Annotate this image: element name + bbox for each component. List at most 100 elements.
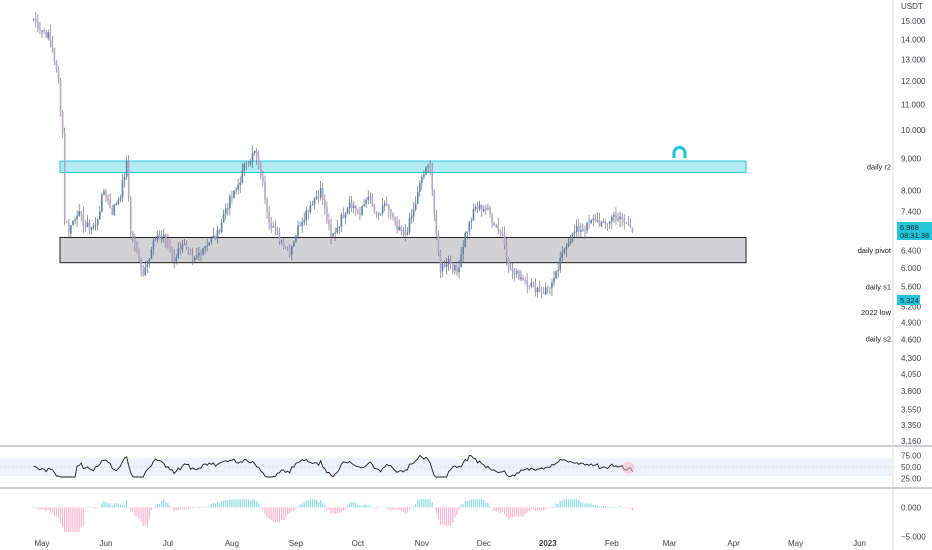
candle — [472, 203, 475, 222]
candle — [573, 224, 576, 237]
oscillator-bar — [121, 504, 124, 508]
oscillator-bar — [559, 500, 561, 508]
candle — [84, 220, 87, 232]
candle — [72, 220, 74, 226]
candle — [406, 227, 409, 236]
oscillator-bar — [549, 507, 551, 508]
candle — [489, 205, 491, 218]
oscillator-bar — [278, 507, 281, 523]
oscillator-bar — [594, 505, 596, 508]
oscillator-tick-label: 0.000 — [901, 503, 922, 512]
candle — [371, 193, 374, 208]
candle — [553, 271, 555, 287]
candle — [315, 191, 318, 200]
candle — [375, 211, 378, 219]
candle — [338, 226, 341, 235]
oscillator-bar — [35, 507, 37, 508]
candle — [229, 193, 231, 216]
price-pane[interactable] — [32, 11, 747, 299]
oscillator-bar — [421, 499, 423, 508]
candle — [416, 185, 419, 205]
oscillator-bar — [64, 507, 66, 532]
price-axis-ticks: 15.000 14.000 13.000 12.000 11.000 10.000 9.00… — [901, 17, 926, 446]
level-label: daily s1 — [866, 283, 891, 292]
oscillator-bar — [536, 507, 539, 511]
oscillator-bar — [293, 507, 295, 511]
candle — [198, 246, 200, 261]
oscillator-bar — [487, 502, 489, 508]
candle — [509, 261, 512, 271]
oscillator-bar — [204, 507, 206, 508]
candle — [542, 287, 545, 295]
oscillator-bar — [588, 503, 590, 508]
candle — [493, 221, 495, 227]
magnet-icon[interactable] — [672, 145, 687, 159]
candle — [534, 278, 537, 297]
oscillator-bar — [415, 504, 417, 508]
oscillator-pane[interactable] — [33, 499, 634, 532]
oscillator-bar — [497, 507, 499, 512]
oscillator-bar — [212, 502, 214, 508]
level-labels: daily r2 daily pivot daily s1 2022 low daily… — [858, 163, 892, 344]
candle — [253, 150, 256, 156]
oscillator-bar — [330, 507, 332, 514]
candle — [423, 170, 425, 180]
oscillator-bar — [433, 507, 435, 509]
candle — [547, 285, 549, 294]
candle — [505, 237, 508, 266]
candle — [99, 205, 101, 220]
candle — [245, 161, 248, 171]
time-tick-label: Apr — [727, 539, 740, 548]
oscillator-bar — [503, 507, 506, 515]
oscillator-bar — [161, 500, 163, 508]
candle — [255, 148, 258, 166]
candle — [600, 220, 603, 228]
candle — [491, 212, 493, 228]
level-label: daily r2 — [867, 163, 891, 172]
candle — [173, 249, 175, 269]
candle — [146, 260, 149, 274]
oscillator-bar — [578, 500, 580, 508]
oscillator-bar — [607, 507, 609, 508]
candle — [187, 246, 190, 255]
rsi-pane[interactable] — [0, 454, 893, 478]
candle — [303, 212, 305, 226]
time-tick-label: Jun — [100, 539, 113, 548]
time-tick-label: Nov — [415, 539, 429, 548]
candle — [181, 239, 184, 253]
candle — [150, 246, 153, 259]
pivot-zone[interactable] — [59, 236, 747, 264]
oscillator-bar — [264, 507, 266, 515]
time-axis-ticks: May Jun Jul Aug Sep Oct Nov Dec 2023 Feb Mar Apr May… — [34, 539, 866, 548]
candle — [144, 261, 147, 277]
oscillator-bar — [458, 507, 460, 511]
oscillator-bar — [629, 507, 631, 509]
resistance-zone[interactable] — [59, 160, 747, 173]
oscillator-bar — [446, 507, 448, 527]
oscillator-bar — [268, 507, 270, 519]
candle — [402, 226, 405, 238]
oscillator-bar — [175, 507, 177, 511]
rsi-tick-label: 50.00 — [901, 463, 922, 472]
candle — [569, 234, 572, 246]
candle — [297, 220, 299, 239]
candle — [526, 272, 528, 294]
oscillator-bar — [322, 503, 324, 508]
oscillator-bar — [435, 507, 437, 514]
time-tick-label: 2023 — [539, 539, 557, 548]
oscillator-bar — [353, 502, 355, 508]
oscillator-bar — [86, 507, 89, 508]
candle — [191, 247, 194, 266]
candle — [80, 211, 83, 222]
oscillator-bar — [448, 507, 450, 526]
price-tick-label: 3.160 — [901, 437, 922, 446]
candle — [365, 197, 367, 208]
oscillator-bar — [431, 502, 433, 508]
candle — [355, 204, 357, 216]
oscillator-bar — [82, 507, 84, 526]
oscillator-bar — [611, 506, 613, 508]
oscillator-bar — [388, 507, 390, 510]
candle — [305, 206, 308, 226]
candle — [565, 242, 568, 257]
